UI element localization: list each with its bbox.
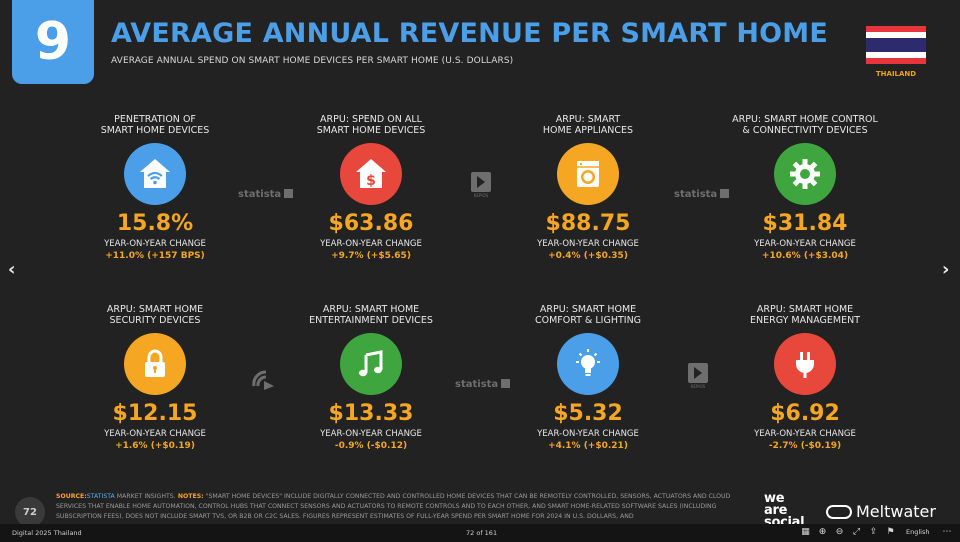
metric-label-line-1: ARPU: SMART HOME [756,304,854,315]
yoy-value: +0.4% (+$0.35) [548,251,628,261]
yoy-value: +1.6% (+$0.19) [115,441,195,451]
metric-value: $5.32 [553,401,623,426]
metric-label-line-1: ARPU: SPEND ON ALL [320,114,422,125]
svg-text:$: $ [366,173,376,189]
yoy-value: +9.7% (+$5.65) [331,251,411,261]
statista-logo-icon [720,189,730,198]
more-options-icon[interactable]: ⋯ [942,526,952,537]
metric-label-line-2: SECURITY DEVICES [109,315,201,326]
gear-icon [774,143,836,205]
slide: 9 AVERAGE ANNUAL REVENUE PER SMART HOME … [8,0,950,524]
yoy-label: YEAR-ON-YEAR CHANGE [104,239,206,249]
yoy-label: YEAR-ON-YEAR CHANGE [104,429,206,439]
metric-value: $31.84 [762,211,848,236]
kepios-logo-icon [471,172,491,192]
metric-card: ARPU: SMART HOME SECURITY DEVICES $12.15 … [55,304,255,451]
grid-view-icon[interactable]: ▦ [801,526,810,537]
metric-card: ARPU: SPEND ON ALL SMART HOME DEVICES $ $… [271,114,471,261]
kepios-logo: KEPIOS [687,363,709,389]
statista-logo: statista [238,189,294,200]
metric-label-line-2: ENTERTAINMENT DEVICES [309,315,433,326]
metric-card: ARPU: SMART HOME APPLIANCES $88.75 YEAR-O… [488,114,688,261]
page-subtitle: AVERAGE ANNUAL SPEND ON SMART HOME DEVIC… [111,56,514,66]
metric-label-line-1: ARPU: SMART HOME [106,304,204,315]
yoy-value: -2.7% (-$0.19) [768,441,842,451]
metric-card: ARPU: SMART HOME ENERGY MANAGEMENT $6.92 … [705,304,905,451]
light-bulb-icon [557,333,619,395]
wifi-home-icon [124,143,186,205]
yoy-label: YEAR-ON-YEAR CHANGE [537,239,639,249]
metric-label-line-2: SMART HOME DEVICES [100,125,210,136]
kepios-logo: KEPIOS [470,172,492,198]
metric-value: $12.15 [112,401,198,426]
washing-machine-icon [557,143,619,205]
yoy-value: -0.9% (-$0.12) [334,441,408,451]
previous-slide-button[interactable]: ‹ [8,259,16,280]
statista-logo-icon [284,189,294,198]
viewer-toolbar: Digital 2025 Thailand 72 of 161 ▦ ⊕ ⊖ ⤢ … [0,524,960,542]
metric-card: PENETRATION OF SMART HOME DEVICES 15.8% Y… [55,114,255,261]
yoy-label: YEAR-ON-YEAR CHANGE [320,239,422,249]
document-title: Digital 2025 Thailand [12,529,82,537]
metric-label-line-2: ENERGY MANAGEMENT [749,315,861,326]
fullscreen-icon[interactable]: ⤢ [852,526,861,537]
page-indicator: 72 of 161 [466,529,498,537]
meltwater-logo: Meltwater [826,502,936,521]
metric-label-line-2: HOME APPLIANCES [542,125,634,136]
country-label: THAILAND [875,70,917,78]
metric-card: ARPU: SMART HOME COMFORT & LIGHTING $5.32… [488,304,688,451]
padlock-icon [124,333,186,395]
language-selector[interactable]: English [906,527,930,536]
we-are-social-logo: we are social [764,491,805,524]
meltwater-logo-icon [826,504,852,519]
share-icon[interactable]: ⇪ [869,526,878,537]
metric-label-line-1: PENETRATION OF [114,114,196,125]
metric-card: ARPU: SMART HOME CONTROL & CONNECTIVITY D… [705,114,905,261]
metric-label-line-2: SMART HOME DEVICES [316,125,426,136]
dollar-home-icon: $ [340,143,402,205]
metric-label-line-1: ARPU: SMART [555,114,621,125]
datareportal-logo-icon [250,366,278,394]
yoy-value: +11.0% (+157 BPS) [105,251,205,261]
metric-label-line-1: ARPU: SMART HOME CONTROL [732,114,878,125]
kepios-logo-icon [688,363,708,383]
chapter-badge: 9 [12,0,94,84]
yoy-value: +10.6% (+$3.04) [761,251,849,261]
flag-icon[interactable]: ⚑ [886,526,895,537]
thailand-flag-icon [866,26,926,64]
metric-value: $13.33 [328,401,414,426]
metric-value: $88.75 [545,211,631,236]
metric-value: 15.8% [116,211,194,236]
yoy-label: YEAR-ON-YEAR CHANGE [537,429,639,439]
metric-label-line-2: COMFORT & LIGHTING [534,315,642,326]
statista-logo: statista [455,379,511,390]
metric-label-line-2: & CONNECTIVITY DEVICES [742,125,868,136]
yoy-value: +4.1% (+$0.21) [548,441,628,451]
metric-label-line-1: ARPU: SMART HOME [322,304,420,315]
next-slide-button[interactable]: › [942,259,950,280]
page-title: AVERAGE ANNUAL REVENUE PER SMART HOME [111,18,829,49]
yoy-label: YEAR-ON-YEAR CHANGE [754,239,856,249]
power-plug-icon [774,333,836,395]
metric-card: ARPU: SMART HOME ENTERTAINMENT DEVICES $1… [271,304,471,451]
statista-logo-icon [501,379,511,388]
metric-value: $6.92 [770,401,840,426]
statista-logo: statista [674,189,730,200]
yoy-label: YEAR-ON-YEAR CHANGE [754,429,856,439]
music-note-icon [340,333,402,395]
source-notes: SOURCE:STATISTA MARKET INSIGHTS. NOTES: … [56,493,731,520]
zoom-out-icon[interactable]: ⊖ [835,526,844,537]
yoy-label: YEAR-ON-YEAR CHANGE [320,429,422,439]
page-number: 72 [15,497,45,524]
metric-label-line-1: ARPU: SMART HOME [539,304,637,315]
zoom-in-icon[interactable]: ⊕ [818,526,827,537]
metric-value: $63.86 [328,211,414,236]
